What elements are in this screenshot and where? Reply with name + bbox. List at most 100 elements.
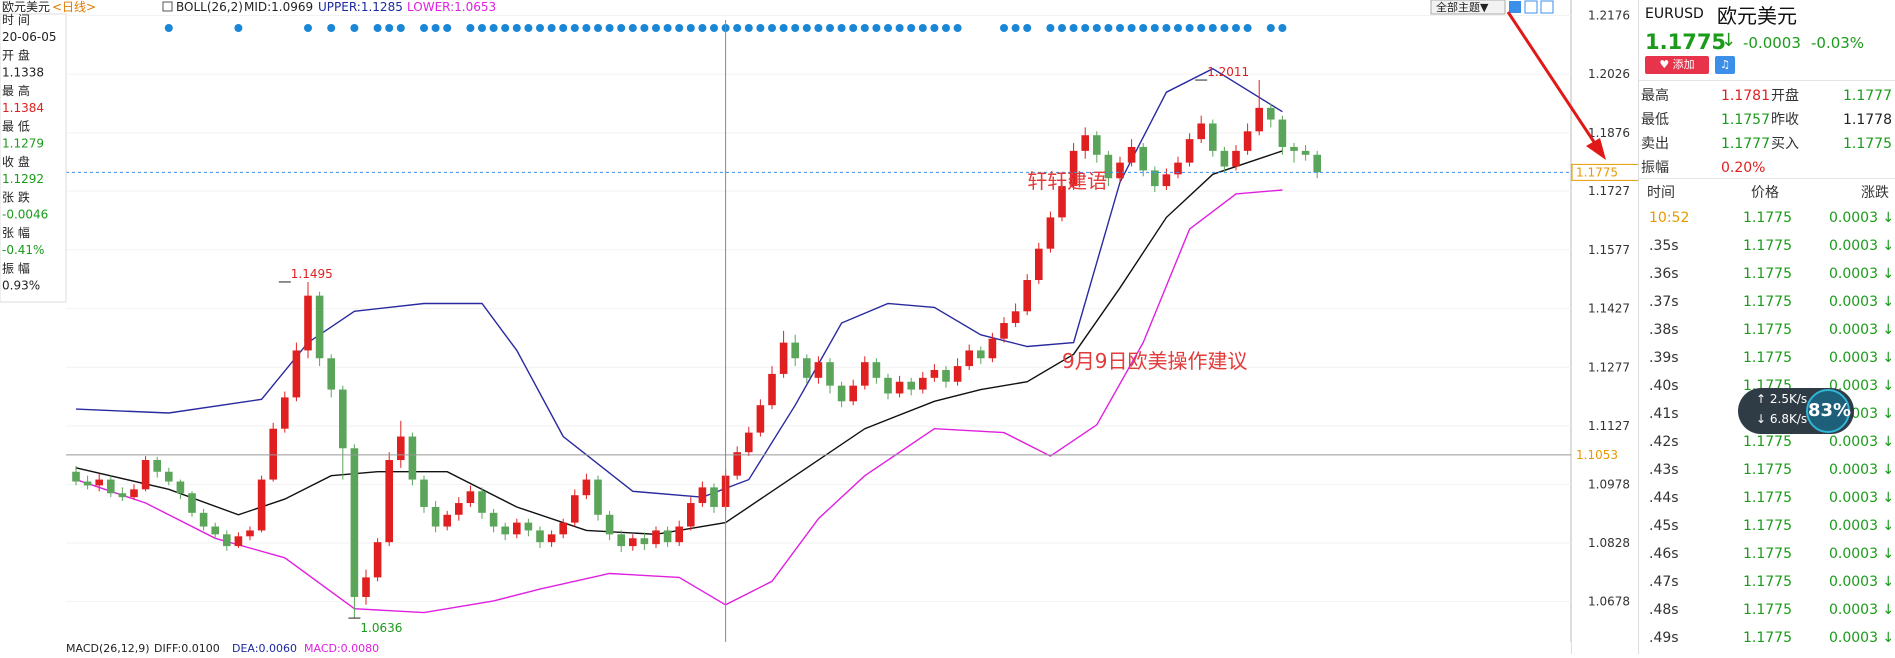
grid-icon[interactable] bbox=[1524, 0, 1538, 14]
tick-change: 0.0003 ↓ bbox=[1829, 238, 1895, 254]
candle bbox=[559, 518, 567, 539]
signal-dot bbox=[489, 24, 498, 32]
candle bbox=[130, 484, 138, 500]
quote-row: 振幅 0.20% bbox=[1639, 156, 1895, 180]
tick-row[interactable]: 10:52 1.1775 0.0003 ↓ bbox=[1639, 210, 1895, 238]
candle bbox=[176, 479, 185, 500]
candle bbox=[455, 497, 463, 521]
tick-row[interactable]: .49s 1.1775 0.0003 ↓ bbox=[1639, 630, 1895, 658]
tick-row[interactable]: .37s 1.1775 0.0003 ↓ bbox=[1639, 294, 1895, 322]
info-label: 振 幅 bbox=[2, 261, 30, 276]
candle bbox=[524, 518, 533, 537]
instrument-name: 欧元美元 bbox=[2, 0, 50, 14]
tick-change: 0.0003 ↓ bbox=[1829, 546, 1895, 562]
candle bbox=[617, 530, 625, 552]
signal-dot bbox=[1232, 24, 1240, 32]
signal-dot bbox=[918, 24, 927, 32]
tick-price: 1.1775 bbox=[1743, 294, 1792, 310]
candle bbox=[1278, 115, 1287, 155]
boll-toggle-icon[interactable] bbox=[162, 1, 173, 12]
signal-markers bbox=[164, 24, 1287, 32]
tick-row[interactable]: .42s 1.1775 0.0003 ↓ bbox=[1639, 434, 1895, 462]
candle bbox=[315, 291, 324, 367]
window-icon[interactable] bbox=[1540, 0, 1554, 14]
signal-dot bbox=[628, 24, 637, 32]
signal-dot bbox=[431, 24, 440, 32]
high-price-label: 1.2011 bbox=[1207, 65, 1249, 79]
theme-button-label[interactable]: 全部主题▼ bbox=[1436, 0, 1489, 14]
candle bbox=[188, 491, 196, 517]
price-change: -0.0003 bbox=[1743, 34, 1801, 52]
signal-dot bbox=[1104, 24, 1113, 32]
candle bbox=[1185, 133, 1194, 167]
signal-dot bbox=[373, 24, 382, 32]
download-speed: ↓ 6.8K/s bbox=[1756, 412, 1808, 426]
price-change-percent: -0.03% bbox=[1811, 34, 1865, 52]
signal-dot bbox=[164, 24, 173, 32]
tick-row[interactable]: .39s 1.1775 0.0003 ↓ bbox=[1639, 350, 1895, 378]
signal-dot bbox=[1150, 24, 1159, 32]
signal-dot bbox=[1174, 24, 1182, 32]
candle bbox=[1267, 103, 1275, 128]
tick-row[interactable]: .35s 1.1775 0.0003 ↓ bbox=[1639, 238, 1895, 266]
tick-row[interactable]: .38s 1.1775 0.0003 ↓ bbox=[1639, 322, 1895, 350]
signal-dot bbox=[512, 24, 521, 32]
tick-row[interactable]: .44s 1.1775 0.0003 ↓ bbox=[1639, 490, 1895, 518]
candle bbox=[930, 364, 939, 382]
tick-row[interactable]: .43s 1.1775 0.0003 ↓ bbox=[1639, 462, 1895, 490]
quote-label: 昨收 bbox=[1771, 112, 1799, 128]
toolbar-icons[interactable] bbox=[1509, 0, 1554, 14]
alert-bell-icon[interactable]: ♫ bbox=[1715, 56, 1735, 74]
macd-dea: DEA:0.0060 bbox=[232, 642, 297, 654]
signal-dot bbox=[1023, 24, 1032, 32]
signal-dot bbox=[756, 24, 765, 32]
signal-dot bbox=[791, 24, 800, 32]
candle bbox=[385, 452, 393, 547]
y-tick-label: 1.1876 bbox=[1588, 126, 1630, 140]
candle bbox=[420, 475, 428, 513]
candle bbox=[768, 366, 776, 410]
candle bbox=[640, 532, 649, 550]
tick-row[interactable]: .36s 1.1775 0.0003 ↓ bbox=[1639, 266, 1895, 294]
period-label: <日线> bbox=[52, 0, 96, 14]
tick-price: 1.1775 bbox=[1743, 490, 1792, 506]
candle bbox=[118, 487, 127, 502]
signal-dot bbox=[617, 24, 626, 32]
macd-header: MACD(26,12,9) DIFF:0.0100 DEA:0.0060 MAC… bbox=[0, 642, 1571, 654]
candle bbox=[431, 501, 440, 533]
tick-row[interactable]: .47s 1.1775 0.0003 ↓ bbox=[1639, 574, 1895, 602]
candle bbox=[350, 444, 359, 619]
info-label: 开 盘 bbox=[2, 48, 30, 63]
info-label: 张 跌 bbox=[2, 190, 30, 205]
signal-dot bbox=[710, 24, 718, 32]
add-favorite-button[interactable]: ♥ 添加 bbox=[1645, 56, 1709, 74]
candle bbox=[663, 526, 672, 547]
candle bbox=[629, 534, 637, 551]
watermark-annotation: 轩轩建语 bbox=[1027, 169, 1107, 193]
theme-selector[interactable]: 全部主题▼ bbox=[1430, 0, 1506, 15]
candle bbox=[339, 385, 347, 480]
info-value: 1.1338 bbox=[2, 66, 44, 80]
candle bbox=[141, 456, 150, 492]
signal-dot bbox=[420, 24, 428, 32]
tick-row[interactable]: .45s 1.1775 0.0003 ↓ bbox=[1639, 518, 1895, 546]
signal-dot bbox=[640, 24, 649, 32]
last-price: 1.1775 bbox=[1645, 30, 1727, 54]
candle bbox=[107, 475, 115, 498]
signal-dot bbox=[559, 24, 568, 32]
current-price-label: 1.1775 bbox=[1576, 165, 1618, 179]
signal-dot bbox=[849, 24, 858, 32]
signal-dot bbox=[1266, 24, 1275, 32]
tick-change: 0.0003 ↓ bbox=[1829, 210, 1895, 226]
tick-row[interactable]: .46s 1.1775 0.0003 ↓ bbox=[1639, 546, 1895, 574]
signal-dot bbox=[675, 24, 684, 32]
tick-price: 1.1775 bbox=[1743, 546, 1792, 562]
network-speed-widget[interactable]: ↑ 2.5K/s ↓ 6.8K/s 83% bbox=[1738, 388, 1854, 434]
tick-row[interactable]: .48s 1.1775 0.0003 ↓ bbox=[1639, 602, 1895, 630]
layout-icon[interactable] bbox=[1509, 1, 1521, 13]
candle bbox=[953, 358, 962, 386]
signal-dot bbox=[872, 24, 881, 32]
candle bbox=[942, 366, 950, 388]
tick-price: 1.1775 bbox=[1743, 462, 1792, 478]
